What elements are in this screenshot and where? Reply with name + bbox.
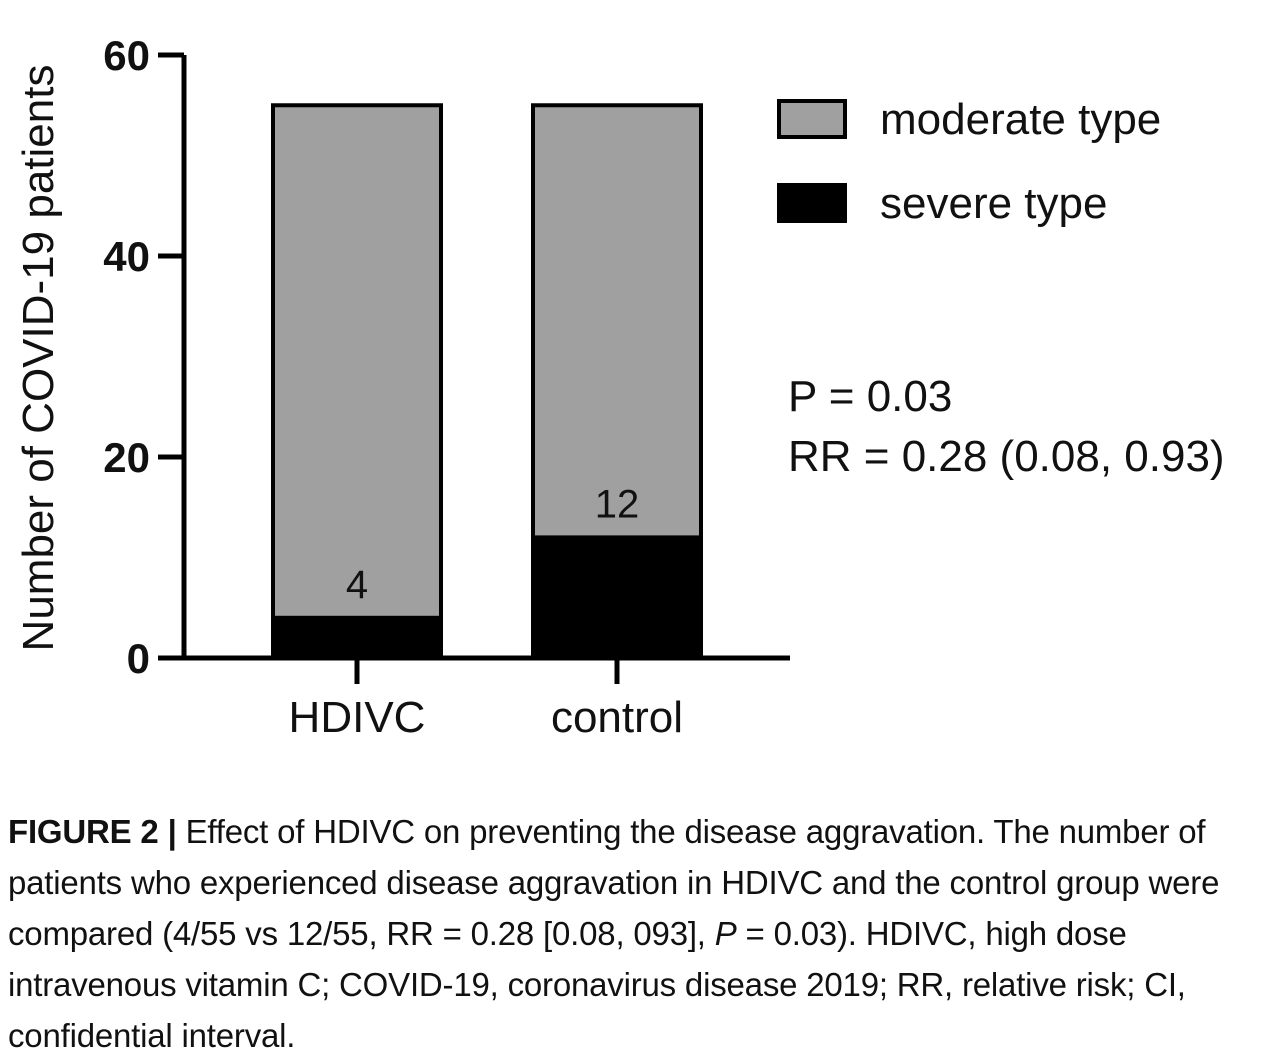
- bar-control-moderate-type: [531, 103, 703, 540]
- y-tick-label-3: 60: [103, 32, 150, 79]
- bars: 4 12: [271, 103, 703, 661]
- data-label-control: 12: [595, 482, 640, 526]
- figure-caption: FIGURE 2 | Effect of HDIVC on preventing…: [8, 806, 1274, 1061]
- y-tick-label-2: 40: [103, 233, 150, 280]
- x-tick-label-control: control: [551, 693, 683, 742]
- legend-swatch-severe: [777, 183, 847, 223]
- legend: moderate type severe type: [777, 95, 1161, 228]
- x-axis-ticks: HDIVC control: [289, 658, 683, 742]
- caption-separator: |: [167, 813, 177, 850]
- y-tick-label-0: 0: [127, 635, 150, 682]
- y-tick-label-1: 20: [103, 434, 150, 481]
- annotation-rr: RR = 0.28 (0.08, 0.93): [788, 432, 1225, 481]
- bar-hdivc-severe-type: [271, 615, 443, 660]
- caption-p-italic: P: [714, 915, 737, 952]
- caption-text-part1: Effect of HDIVC on preventing the diseas…: [8, 813, 1220, 952]
- legend-swatch-moderate: [777, 99, 847, 139]
- x-tick-label-hdivc: HDIVC: [289, 693, 426, 742]
- caption-figure-label: FIGURE 2: [8, 813, 159, 850]
- y-axis-label: Number of COVID-19 patients: [14, 65, 63, 652]
- legend-label-severe: severe type: [880, 179, 1107, 228]
- bar-control-severe-type: [531, 535, 703, 661]
- annotation-p-value: P = 0.03: [788, 372, 952, 421]
- legend-label-moderate: moderate type: [880, 95, 1161, 144]
- data-label-hdivc: 4: [346, 563, 368, 607]
- bar-hdivc-moderate-type: [271, 103, 443, 620]
- caption-text-part2: = 0.03). HDIVC, high dose intravenous vi…: [8, 915, 1186, 1054]
- y-axis-ticks: 0 20 40 60: [103, 32, 184, 682]
